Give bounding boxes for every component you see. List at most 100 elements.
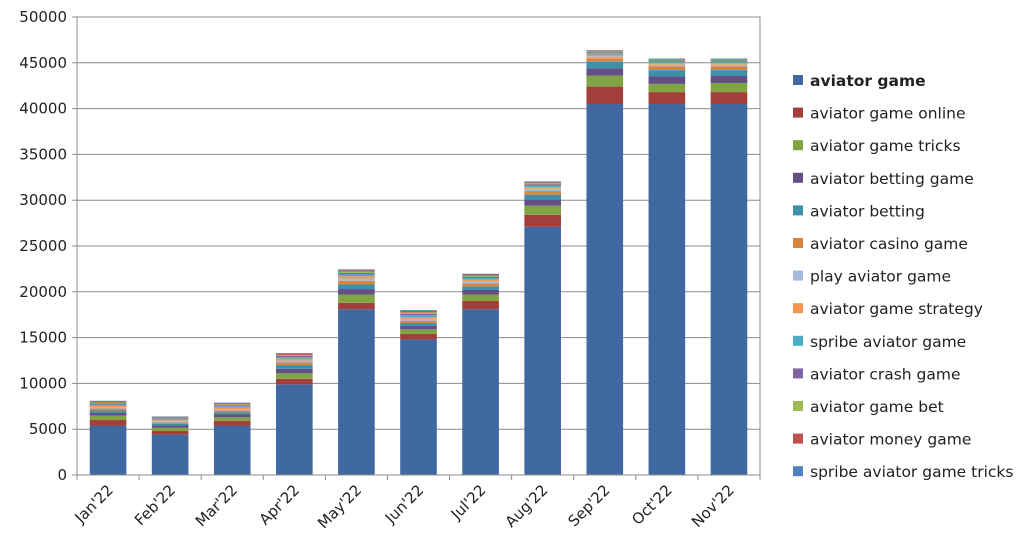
bar-segment — [462, 276, 499, 279]
bar-segment — [276, 368, 313, 374]
legend: aviator game aviator game online aviator g… — [793, 72, 1013, 481]
bar-segment — [338, 294, 375, 303]
bar-segment — [710, 59, 748, 61]
bar-segment — [586, 56, 624, 59]
bar-segment — [586, 54, 624, 57]
x-tick-label: Jan'22 — [71, 481, 117, 527]
bar-segment — [648, 61, 686, 63]
bar-segment — [648, 83, 686, 93]
legend-swatch — [793, 433, 803, 444]
bar-segment — [524, 186, 561, 189]
bar-segment — [710, 92, 748, 105]
bar-segment — [213, 406, 251, 408]
bar-segment — [400, 316, 437, 319]
bar-segment — [710, 75, 748, 83]
legend-swatch — [793, 238, 803, 248]
bar-segment — [400, 315, 437, 317]
bar-segment — [151, 416, 189, 418]
bar-segment — [151, 417, 189, 419]
bar-segment — [710, 70, 748, 76]
bar-segment — [89, 420, 127, 426]
bar-segment — [462, 286, 499, 290]
bar-segment — [89, 401, 127, 403]
legend-label: spribe aviator game — [810, 333, 966, 351]
legend-label: aviator game online — [810, 105, 966, 123]
x-tick-label: Nov'22 — [688, 481, 738, 531]
bar-segment — [89, 415, 127, 421]
bar-segment — [400, 320, 437, 323]
y-tick-label: 5000 — [29, 420, 67, 438]
bar-segment — [276, 358, 313, 361]
bar-segment — [400, 339, 437, 475]
bar-segment — [338, 309, 375, 475]
bar-segment — [648, 70, 686, 77]
bar-segment — [586, 51, 624, 53]
bar-segment — [89, 410, 127, 413]
y-tick-label: 20000 — [19, 283, 67, 301]
bar-segment — [710, 59, 748, 60]
bar-segment — [586, 58, 624, 62]
bar-segment — [213, 420, 251, 426]
y-tick-label: 25000 — [19, 237, 67, 255]
bar-segment — [276, 365, 313, 369]
bar-segment — [400, 318, 437, 321]
bar-segment — [151, 431, 189, 435]
bar-segment — [338, 284, 375, 290]
bar-segment — [151, 421, 189, 423]
bar-segment — [151, 425, 189, 428]
legend-label: aviator casino game — [810, 235, 968, 253]
bar-segment — [151, 419, 189, 421]
bar-segment — [89, 412, 127, 416]
bar-segment — [338, 289, 375, 295]
bar-segment — [338, 271, 375, 274]
bar-segment — [586, 52, 624, 54]
bar-segment — [89, 400, 127, 402]
bar-segment — [338, 278, 375, 281]
bar-segment — [213, 412, 251, 415]
bar-segment — [648, 76, 686, 84]
bar-segment — [648, 64, 686, 67]
bar-segment — [586, 53, 624, 55]
y-tick-label: 0 — [57, 466, 67, 484]
bar-segment — [151, 422, 189, 424]
bar-segment — [648, 92, 686, 105]
bar-segment — [710, 62, 748, 65]
bar-segment — [276, 355, 313, 356]
bar-segment — [276, 357, 313, 359]
bar-segment — [586, 61, 624, 69]
legend-label: aviator crash game — [810, 365, 961, 383]
bar-segment — [276, 360, 313, 363]
y-tick-label: 40000 — [19, 100, 67, 118]
bar-segment — [213, 403, 251, 405]
bar-segment — [276, 362, 313, 366]
legend-label: aviator money game — [810, 431, 971, 449]
bar-segment — [89, 425, 127, 475]
bar-segment — [276, 384, 313, 475]
bar-segment — [648, 66, 686, 71]
bar-segment — [586, 104, 624, 476]
x-tick-label: Feb'22 — [131, 481, 179, 529]
bar-segment — [710, 66, 748, 71]
bar-segment — [338, 269, 375, 271]
bar-segment — [276, 378, 313, 385]
bar-segment — [151, 420, 189, 422]
bar-segment — [89, 407, 127, 409]
legend-swatch — [793, 303, 803, 314]
bar-segment — [524, 194, 561, 200]
x-tick-label: Jun'22 — [381, 481, 427, 527]
legend-label: aviator game strategy — [810, 300, 983, 318]
bar-segment — [710, 64, 748, 67]
bar-segment — [213, 410, 251, 413]
legend-label: aviator betting — [810, 202, 925, 220]
bar-segment — [524, 191, 561, 195]
x-tick-label: May'22 — [314, 481, 365, 532]
bar-segment — [400, 329, 437, 334]
bar-segment — [586, 75, 624, 87]
bar-segment — [462, 273, 499, 275]
y-tick-label: 10000 — [19, 374, 67, 392]
legend-swatch — [793, 270, 803, 281]
bar-segment — [213, 414, 251, 418]
x-tick-label: Sep'22 — [564, 481, 613, 530]
legend-swatch — [793, 75, 803, 85]
